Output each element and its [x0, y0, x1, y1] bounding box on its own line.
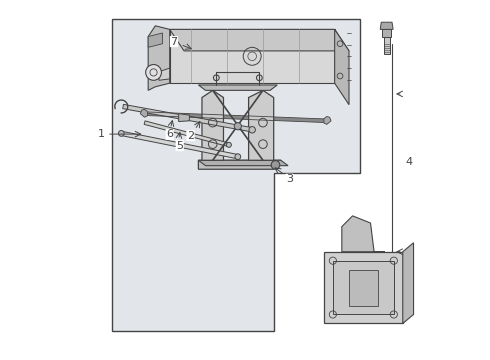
- Polygon shape: [382, 30, 391, 37]
- Polygon shape: [112, 19, 360, 330]
- Circle shape: [119, 131, 124, 136]
- Circle shape: [249, 127, 255, 133]
- Text: 5: 5: [176, 140, 183, 150]
- Polygon shape: [198, 160, 288, 166]
- Polygon shape: [198, 160, 281, 169]
- Polygon shape: [159, 68, 170, 80]
- Polygon shape: [179, 114, 190, 122]
- Polygon shape: [403, 243, 414, 323]
- Polygon shape: [202, 90, 223, 160]
- Text: 7: 7: [171, 37, 177, 46]
- Polygon shape: [342, 216, 385, 252]
- Polygon shape: [148, 33, 163, 47]
- Text: 3: 3: [286, 174, 293, 184]
- Polygon shape: [380, 22, 393, 30]
- Circle shape: [146, 64, 161, 80]
- Text: 2: 2: [187, 131, 194, 140]
- Text: 6: 6: [166, 130, 173, 139]
- Polygon shape: [324, 117, 331, 125]
- Polygon shape: [170, 30, 335, 83]
- Polygon shape: [335, 30, 349, 105]
- Polygon shape: [144, 121, 229, 147]
- Bar: [349, 270, 378, 306]
- Circle shape: [234, 123, 242, 130]
- Polygon shape: [384, 37, 390, 54]
- Polygon shape: [248, 90, 274, 160]
- Text: 1: 1: [98, 129, 104, 139]
- Polygon shape: [122, 104, 252, 132]
- Polygon shape: [324, 252, 403, 323]
- Polygon shape: [148, 26, 170, 90]
- Polygon shape: [170, 30, 349, 51]
- Circle shape: [271, 161, 280, 169]
- Circle shape: [235, 154, 241, 159]
- Polygon shape: [121, 131, 238, 159]
- Text: 4: 4: [406, 157, 413, 167]
- Circle shape: [226, 142, 231, 147]
- Polygon shape: [140, 109, 147, 117]
- Bar: [333, 261, 394, 315]
- Polygon shape: [198, 85, 277, 90]
